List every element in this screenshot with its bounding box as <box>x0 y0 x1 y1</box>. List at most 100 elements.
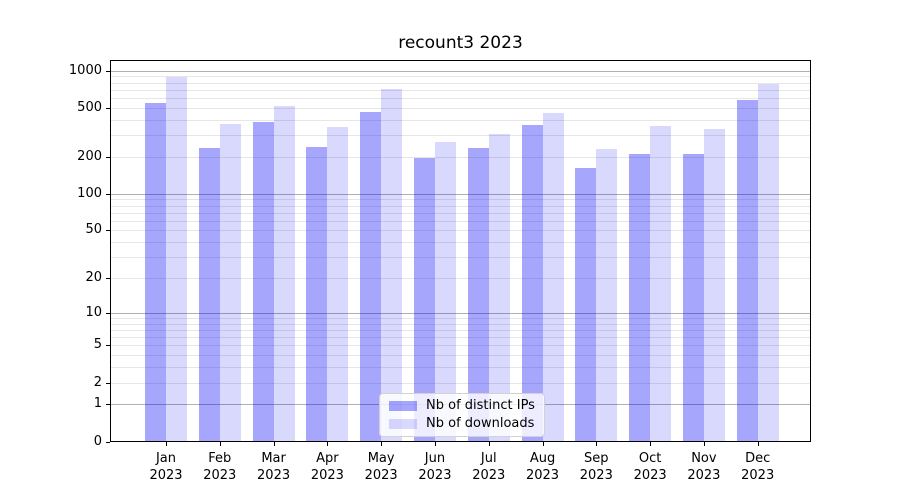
legend-label: Nb of downloads <box>426 416 535 431</box>
x-tick-label: Jul 2023 <box>472 451 506 483</box>
y-tick-mark <box>106 345 110 347</box>
bar-downloads <box>381 88 403 441</box>
y-gridline-minor <box>111 230 810 232</box>
bar-distinct-ips <box>145 102 166 441</box>
y-tick-mark <box>106 70 110 72</box>
x-tick-mark <box>273 442 275 446</box>
y-gridline-minor <box>111 135 810 137</box>
y-gridline-minor <box>111 318 810 319</box>
x-tick-mark <box>542 442 544 446</box>
y-gridline-minor <box>111 278 810 280</box>
y-gridline-minor <box>111 382 810 384</box>
x-tick-label: Nov 2023 <box>687 451 721 483</box>
x-tick-mark <box>327 442 329 446</box>
y-tick-label: 20 <box>85 270 102 286</box>
bar-distinct-ips <box>306 146 328 441</box>
y-gridline-minor <box>111 329 810 331</box>
y-gridline-minor <box>111 242 810 244</box>
x-tick-label: Oct 2023 <box>633 451 667 483</box>
y-gridline-minor <box>111 76 810 78</box>
x-tick-mark <box>650 442 652 446</box>
legend: Nb of distinct IPs Nb of downloads <box>379 393 545 437</box>
legend-row: Nb of downloads <box>389 417 544 431</box>
y-gridline-major <box>111 193 810 195</box>
legend-swatch-downloads <box>389 419 417 429</box>
bar-downloads <box>327 127 349 441</box>
plot-area <box>110 60 811 442</box>
y-gridline-minor <box>111 337 810 339</box>
bar-downloads <box>650 126 672 441</box>
bar-downloads <box>757 84 779 441</box>
y-tick-label: 500 <box>77 99 102 115</box>
y-tick-mark <box>106 278 110 280</box>
bar-distinct-ips <box>360 112 382 441</box>
y-tick-mark <box>106 441 110 443</box>
x-tick-label: Aug 2023 <box>525 451 560 483</box>
y-gridline-minor <box>111 220 810 222</box>
y-tick-mark <box>106 156 110 158</box>
y-gridline-minor <box>111 205 810 207</box>
y-gridline-minor <box>111 97 810 99</box>
y-gridline-minor <box>111 107 810 109</box>
y-gridline-minor <box>111 199 810 201</box>
y-tick-mark <box>106 312 110 314</box>
x-tick-mark <box>703 442 705 446</box>
chart-title: recount3 2023 <box>398 33 523 53</box>
y-tick-label: 2 <box>93 374 102 390</box>
x-tick-mark <box>381 442 383 446</box>
x-tick-label: Sep 2023 <box>579 451 613 483</box>
legend-row: Nb of distinct IPs <box>389 399 544 413</box>
y-tick-label: 100 <box>77 185 102 201</box>
y-tick-label: 1000 <box>68 62 102 78</box>
y-tick-mark <box>106 404 110 406</box>
bar-downloads <box>166 77 187 441</box>
y-gridline-major <box>111 70 810 72</box>
bar-downloads <box>542 113 564 441</box>
y-gridline-major <box>111 312 810 314</box>
x-tick-mark <box>434 442 436 446</box>
bar-distinct-ips <box>413 157 435 441</box>
y-tick-label: 50 <box>85 222 102 238</box>
bar-distinct-ips <box>521 125 543 441</box>
y-gridline-minor <box>111 355 810 357</box>
y-gridline-minor <box>111 257 810 259</box>
x-tick-label: Jun 2023 <box>418 451 452 483</box>
bar-distinct-ips <box>682 153 704 441</box>
y-gridline-minor <box>111 367 810 369</box>
x-tick-mark <box>488 442 490 446</box>
y-tick-label: 0 <box>93 433 102 449</box>
bar-downloads <box>219 124 241 441</box>
x-tick-mark <box>219 442 221 446</box>
y-gridline-minor <box>111 119 810 121</box>
y-tick-label: 5 <box>93 337 102 353</box>
bar-downloads <box>596 148 618 441</box>
y-tick-mark <box>106 193 110 195</box>
y-tick-label: 10 <box>85 304 102 320</box>
y-gridline-minor <box>111 89 810 91</box>
x-tick-mark <box>166 442 167 446</box>
x-tick-label: Feb 2023 <box>203 451 237 483</box>
y-gridline-minor <box>111 82 810 84</box>
y-tick-label: 1 <box>93 396 102 412</box>
bar-distinct-ips <box>736 100 758 441</box>
x-tick-label: Mar 2023 <box>257 451 291 483</box>
x-tick-mark <box>757 442 759 446</box>
x-tick-label: May 2023 <box>364 451 398 483</box>
y-tick-mark <box>106 230 110 232</box>
x-tick-label: Jan 2023 <box>149 451 183 483</box>
bar-downloads <box>703 128 725 441</box>
x-tick-mark <box>596 442 598 446</box>
x-tick-label: Dec 2023 <box>741 451 775 483</box>
y-gridline-minor <box>111 345 810 347</box>
bar-distinct-ips <box>252 122 274 441</box>
y-gridline-minor <box>111 156 810 158</box>
bar-distinct-ips <box>467 147 489 441</box>
bar-distinct-ips <box>629 153 651 441</box>
y-tick-mark <box>106 382 110 384</box>
x-tick-label: Apr 2023 <box>310 451 344 483</box>
y-tick-label: 200 <box>77 148 102 164</box>
bar-downloads <box>434 141 456 441</box>
bar-distinct-ips <box>575 168 597 441</box>
y-tick-mark <box>106 107 110 109</box>
